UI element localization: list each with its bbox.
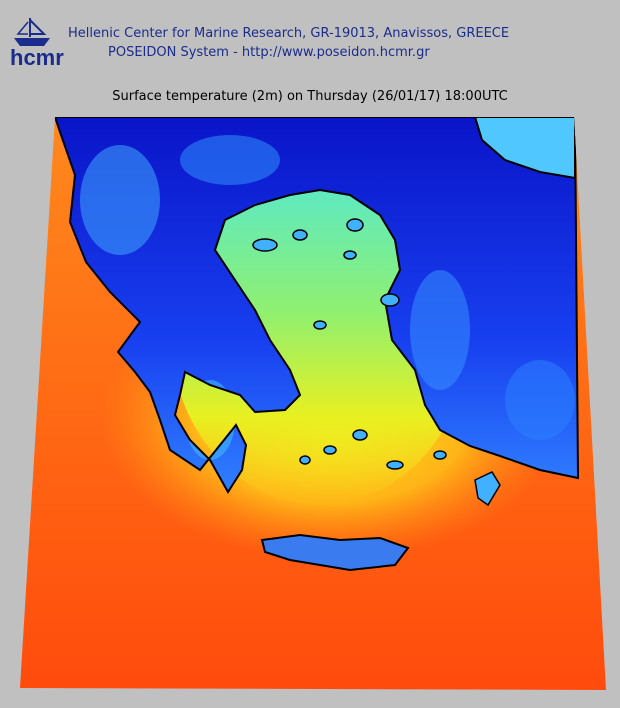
system-url: POSEIDON System - http://www.poseidon.hc… — [108, 45, 430, 60]
logo-text: hcmr — [10, 45, 64, 70]
institution: Hellenic Center for Marine Research, GR-… — [68, 26, 509, 41]
logo-icon — [14, 18, 50, 46]
map-title: Surface temperature (2m) on Thursday (26… — [112, 89, 508, 104]
temperature-map — [20, 117, 606, 690]
